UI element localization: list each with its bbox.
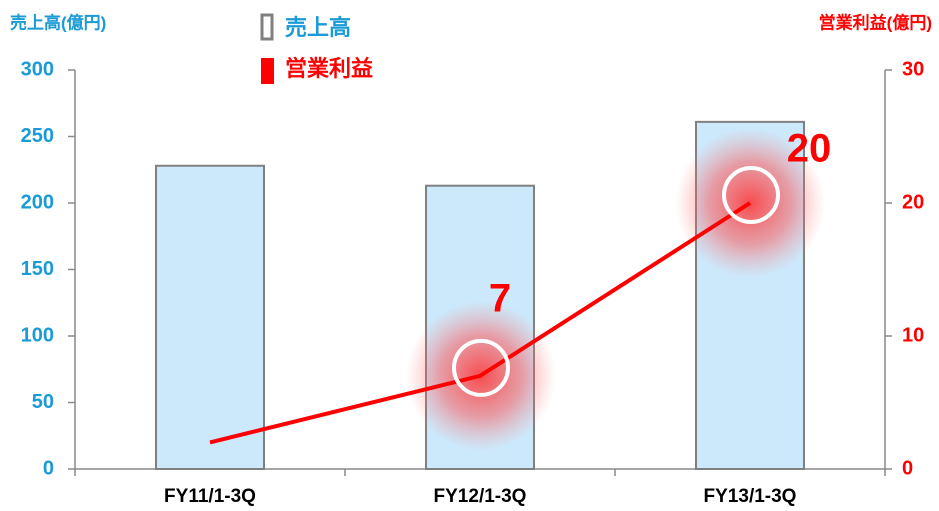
legend-label: 売上高: [285, 15, 351, 40]
x-tick-label: FY13/1-3Q: [704, 486, 797, 507]
y-tick-label: 250: [21, 125, 54, 147]
x-tick-label: FY12/1-3Q: [434, 486, 527, 507]
y-tick-label: 0: [43, 457, 54, 479]
legend-swatch: [260, 13, 274, 41]
data-label: 20: [787, 127, 832, 171]
y-tick-label: 100: [21, 324, 54, 346]
x-tick-label: FY11/1-3Q: [164, 486, 256, 507]
highlight-ring: [452, 338, 510, 397]
y-tick-label: 150: [21, 258, 54, 280]
line: [209, 201, 752, 445]
y2-tick-label: 20: [902, 191, 924, 213]
y-tick-label: 50: [32, 391, 54, 413]
y2-tick-label: 30: [902, 58, 924, 80]
y2-tick-label: 10: [902, 324, 924, 346]
bar: [155, 164, 265, 470]
y2-tick-label: 0: [902, 457, 913, 479]
legend-swatch: [261, 58, 274, 84]
y-tick-label: 300: [21, 58, 54, 80]
y2-axis-title: 営業利益(億円): [819, 12, 932, 32]
y-axis-title: 売上高(億円): [10, 12, 106, 32]
data-label: 7: [489, 276, 511, 320]
legend-label: 営業利益: [285, 56, 373, 81]
y-tick-label: 200: [21, 191, 54, 213]
highlight-ring: [722, 166, 780, 224]
